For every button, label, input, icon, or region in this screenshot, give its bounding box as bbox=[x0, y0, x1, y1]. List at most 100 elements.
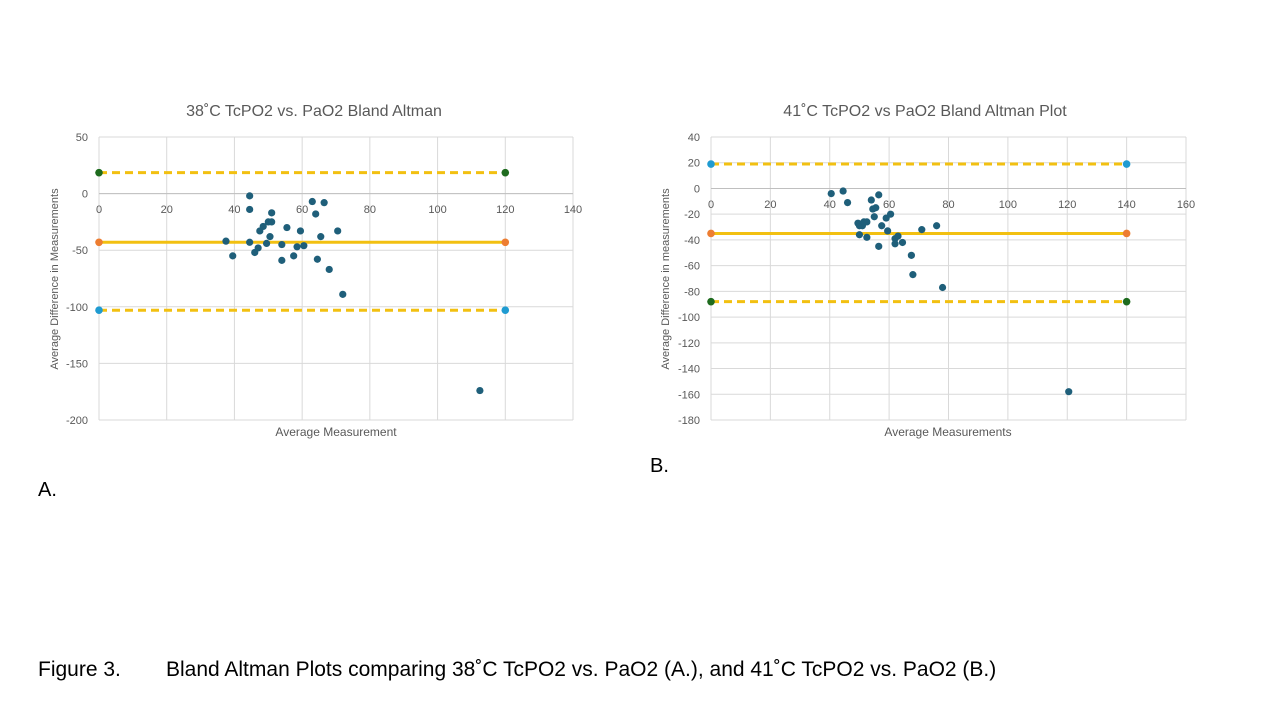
chart-b-xtick-label: 140 bbox=[1117, 199, 1135, 211]
chart-a-data-point bbox=[278, 240, 286, 249]
chart-a-xtick-label: 20 bbox=[161, 204, 173, 216]
chart-b-xtick-label: 60 bbox=[883, 199, 895, 211]
chart-b-data-point bbox=[938, 283, 947, 292]
chart-b-ytick-label: 20 bbox=[688, 158, 700, 170]
chart-a-xtick-label: 60 bbox=[296, 204, 308, 216]
chart-b-xtick-label: 120 bbox=[1058, 199, 1076, 211]
chart-b-data-point bbox=[870, 213, 878, 221]
chart-a-xtick-label: 40 bbox=[228, 204, 240, 216]
chart-a-data-point bbox=[246, 238, 254, 246]
chart-b-data-point bbox=[875, 242, 883, 250]
chart-a-data-point bbox=[266, 233, 274, 241]
chart-b-xtick-label: 160 bbox=[1177, 199, 1195, 211]
chart-a-xlabel: Average Measurement bbox=[275, 425, 397, 439]
chart-a-data-point bbox=[293, 243, 301, 251]
chart-b-data-point bbox=[918, 226, 926, 234]
chart-b-lower-limit-endpoint bbox=[1122, 297, 1131, 306]
chart-a-data-point bbox=[229, 252, 237, 260]
chart-b-ytick-label: 40 bbox=[688, 132, 700, 144]
panel-label-a: A. bbox=[38, 479, 57, 501]
chart-b: 41˚C TcPO2 vs PaO2 Bland Altman Plot Ave… bbox=[660, 103, 1195, 439]
chart-a-xtick-label: 120 bbox=[496, 204, 514, 216]
chart-a-lower-limit-endpoint bbox=[95, 306, 103, 314]
chart-b-data-point bbox=[867, 196, 875, 204]
chart-b-data-point bbox=[907, 251, 915, 259]
chart-a-data-point bbox=[259, 222, 267, 231]
chart-a-mean-endpoint bbox=[95, 238, 103, 247]
chart-b-xtick-label: 20 bbox=[764, 199, 776, 211]
chart-b-ytick-label: -60 bbox=[684, 261, 700, 273]
chart-b-data-point bbox=[891, 240, 899, 248]
chart-a-ytick-label: 50 bbox=[76, 132, 88, 144]
chart-a-data-point bbox=[320, 199, 328, 207]
chart-b-xtick-label: 40 bbox=[824, 199, 836, 211]
chart-a-ytick-label: -150 bbox=[66, 358, 88, 370]
chart-a-data-point bbox=[296, 227, 305, 235]
chart-a-upper-limit-endpoint bbox=[95, 168, 103, 177]
chart-b-data-point bbox=[855, 231, 864, 239]
chart-b-data-point bbox=[863, 218, 871, 226]
chart-b-data-point bbox=[909, 271, 917, 279]
figure-caption-text: Bland Altman Plots comparing 38˚C TcPO2 … bbox=[166, 658, 997, 681]
chart-b-upper-limit-endpoint bbox=[1122, 160, 1131, 168]
figure-caption: Figure 3. Bland Altman Plots comparing 38… bbox=[38, 658, 996, 682]
chart-a-data-point bbox=[308, 197, 316, 206]
chart-b-data-point bbox=[887, 210, 895, 218]
chart-a-data-point bbox=[268, 218, 276, 226]
chart-a-xtick-label: 140 bbox=[564, 204, 582, 216]
chart-b-ytick-label: 0 bbox=[694, 183, 700, 195]
chart-b-data-point bbox=[872, 204, 880, 212]
chart-b-ytick-label: -80 bbox=[684, 286, 700, 298]
chart-a-xtick-label: 0 bbox=[96, 204, 102, 216]
chart-b-ytick-label: -20 bbox=[684, 209, 700, 221]
chart-b-ytick-label: -140 bbox=[678, 364, 700, 376]
chart-a-data-point bbox=[222, 237, 230, 245]
chart-a-data-point bbox=[246, 205, 254, 214]
chart-b-lower-limit-endpoint bbox=[707, 297, 715, 306]
chart-b-ytick-label: -160 bbox=[678, 389, 700, 401]
chart-b-title: 41˚C TcPO2 vs PaO2 Bland Altman Plot bbox=[783, 103, 1067, 120]
chart-a-data-point bbox=[300, 242, 308, 250]
chart-b-ytick-label: -40 bbox=[684, 235, 700, 247]
chart-a-data-point bbox=[246, 192, 254, 200]
chart-b-mean-endpoint bbox=[1122, 229, 1131, 238]
chart-a-mean-endpoint bbox=[501, 238, 510, 247]
chart-a-data-point bbox=[254, 244, 262, 252]
chart-b-data-point bbox=[933, 222, 941, 230]
chart-b-xtick-label: 0 bbox=[708, 199, 714, 211]
chart-a-upper-limit-endpoint bbox=[501, 168, 510, 177]
chart-b-ytick-label: -120 bbox=[678, 338, 700, 350]
chart-b-xtick-label: 100 bbox=[999, 199, 1017, 211]
chart-a-data-point bbox=[334, 227, 342, 235]
chart-b-data-point bbox=[898, 238, 907, 247]
chart-b-ytick-label: -180 bbox=[678, 415, 700, 427]
chart-a-xtick-label: 80 bbox=[364, 204, 376, 216]
panel-label-b: B. bbox=[650, 455, 669, 477]
chart-b-data-point bbox=[875, 191, 883, 199]
chart-b-ylabel: Average Difference in measurements bbox=[660, 188, 672, 370]
figure-label: Figure 3. bbox=[38, 658, 121, 681]
chart-a-data-point bbox=[476, 386, 484, 395]
chart-a-ytick-label: -200 bbox=[66, 415, 88, 427]
chart-b-data-point bbox=[827, 190, 835, 198]
chart-a-data-point bbox=[339, 290, 347, 298]
chart-b-xtick-label: 80 bbox=[942, 199, 954, 211]
chart-b-data-point bbox=[843, 199, 852, 207]
chart-a-data-point bbox=[278, 256, 286, 264]
chart-b-data-point bbox=[878, 222, 886, 230]
chart-a-data-point bbox=[268, 209, 276, 217]
chart-b-data-point bbox=[863, 233, 871, 241]
chart-a-ylabel: Average Difference in Measurements bbox=[49, 188, 61, 370]
chart-a-data-point bbox=[312, 210, 320, 218]
chart-a-data-point bbox=[290, 252, 298, 260]
chart-a-data-point bbox=[283, 223, 291, 232]
chart-a-ytick-label: -50 bbox=[72, 245, 88, 257]
chart-b-data-point bbox=[1065, 388, 1073, 396]
chart-a-xtick-label: 100 bbox=[428, 204, 446, 216]
chart-a-ytick-label: -100 bbox=[66, 302, 88, 314]
chart-a-data-point bbox=[262, 239, 271, 248]
chart-a-ytick-label: 0 bbox=[82, 189, 88, 201]
chart-b-data-point bbox=[884, 227, 892, 235]
chart-a-data-point bbox=[313, 255, 321, 263]
